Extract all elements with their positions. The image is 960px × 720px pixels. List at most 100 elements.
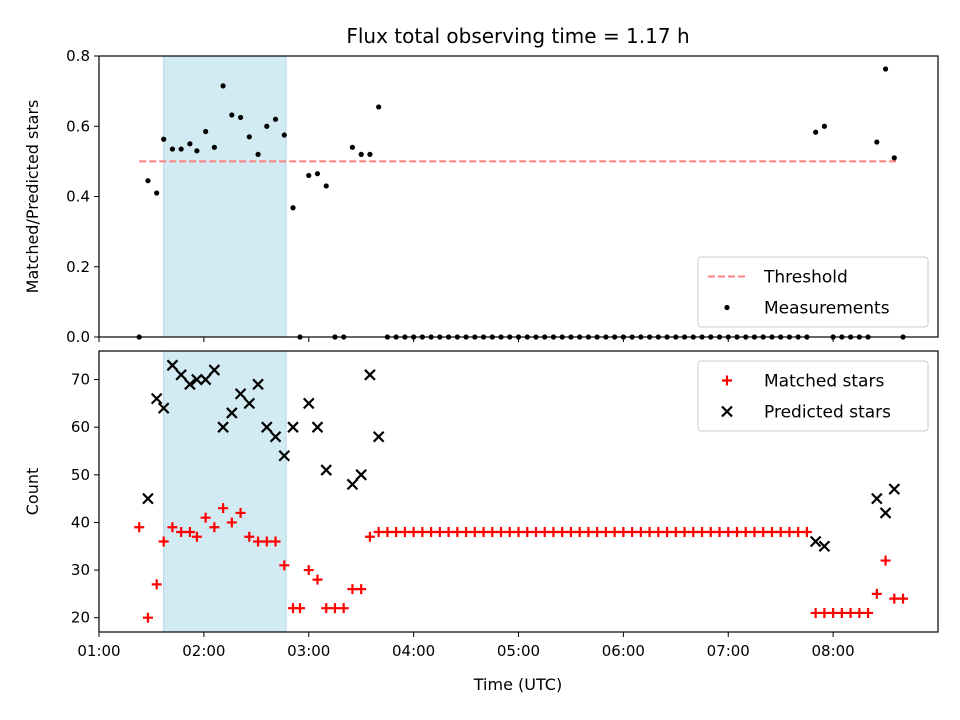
data-point <box>600 526 611 537</box>
data-point <box>226 517 237 528</box>
data-point <box>220 83 226 89</box>
data-point <box>618 526 629 537</box>
y-axis-label: Matched/Predicted stars <box>23 100 42 294</box>
series-matched-stars <box>134 503 909 623</box>
data-point <box>548 526 559 537</box>
data-point <box>237 114 244 121</box>
data-point <box>434 526 445 537</box>
data-point <box>157 402 170 414</box>
shaded-interval <box>163 350 287 633</box>
data-point <box>279 560 290 571</box>
data-point <box>184 526 195 537</box>
data-point <box>653 526 664 537</box>
top-panel-ratio: 0.0 0.2 0.4 0.6 0.8 Matched/Predicted stars Th… <box>23 47 939 346</box>
data-point <box>697 526 708 537</box>
y-tick-label: 0.8 <box>66 47 90 65</box>
data-point <box>311 421 324 433</box>
data-point <box>758 526 769 537</box>
data-point <box>191 531 202 542</box>
data-point <box>151 579 162 590</box>
data-point <box>801 526 812 537</box>
legend-swatch <box>724 304 730 311</box>
data-point <box>290 205 296 211</box>
data-point <box>828 607 839 618</box>
data-point <box>145 178 151 184</box>
y-tick-label: 0.0 <box>66 328 90 346</box>
data-point <box>235 507 246 518</box>
data-point <box>142 612 153 623</box>
data-point <box>809 535 822 548</box>
bottom-panel-counts: 20 30 40 50 60 70 01:00 02:00 03:00 04:00 05:00 06:… <box>23 350 939 660</box>
legend-label: Predicted stars <box>764 403 891 423</box>
data-point <box>426 526 437 537</box>
data-point <box>635 526 646 537</box>
x-tick-label: 02:00 <box>182 642 225 660</box>
data-point <box>574 526 585 537</box>
data-point <box>888 483 901 495</box>
data-point <box>679 526 690 537</box>
data-point <box>134 522 145 533</box>
data-point <box>845 607 856 618</box>
data-point <box>142 492 154 505</box>
data-point <box>226 407 238 419</box>
data-point <box>487 526 498 537</box>
data-point <box>399 526 410 537</box>
data-point <box>187 141 193 147</box>
data-point <box>854 607 865 618</box>
data-point <box>261 421 273 433</box>
data-point <box>874 139 880 145</box>
x-tick-label: 01:00 <box>77 642 120 660</box>
data-point <box>321 603 332 614</box>
data-point <box>417 526 428 537</box>
data-point <box>793 526 804 537</box>
data-point <box>565 526 576 537</box>
data-point <box>818 540 831 553</box>
data-point <box>194 148 200 154</box>
data-point <box>303 565 314 576</box>
data-point <box>627 526 638 537</box>
data-point <box>314 171 321 177</box>
data-point <box>329 603 340 614</box>
data-point <box>592 526 603 537</box>
data-point <box>879 507 892 519</box>
data-point <box>166 359 179 372</box>
y-tick-label: 0.2 <box>66 258 90 276</box>
data-point <box>175 369 187 381</box>
data-point <box>530 526 541 537</box>
x-tick-label: 03:00 <box>287 642 330 660</box>
data-point <box>504 526 515 537</box>
data-point <box>443 526 454 537</box>
data-point <box>871 588 882 599</box>
data-point <box>557 526 568 537</box>
data-point <box>749 526 760 537</box>
data-point <box>821 123 827 129</box>
data-point <box>234 388 247 400</box>
data-point <box>382 526 393 537</box>
data-point <box>583 526 594 537</box>
data-point <box>740 526 751 537</box>
data-point <box>522 526 533 537</box>
data-point <box>217 421 229 433</box>
y-tick-label: 50 <box>71 466 90 484</box>
data-point <box>176 526 187 537</box>
x-tick-label: 06:00 <box>602 642 645 660</box>
chart-title: Flux total observing time = 1.17 h <box>346 24 689 48</box>
data-point <box>373 526 384 537</box>
x-tick-label: 05:00 <box>497 642 540 660</box>
data-point <box>302 397 315 410</box>
data-point <box>306 172 312 179</box>
data-point <box>871 492 883 505</box>
data-point <box>891 155 897 161</box>
data-point <box>169 146 176 152</box>
data-point <box>278 450 291 462</box>
data-point <box>376 104 382 110</box>
y-tick-label: 70 <box>71 371 90 389</box>
data-point <box>349 144 356 150</box>
data-point <box>452 526 463 537</box>
data-point <box>705 526 716 537</box>
data-point <box>810 607 821 618</box>
x-axis-label: Time (UTC) <box>473 675 562 694</box>
data-point <box>766 526 777 537</box>
data-point <box>356 584 367 595</box>
